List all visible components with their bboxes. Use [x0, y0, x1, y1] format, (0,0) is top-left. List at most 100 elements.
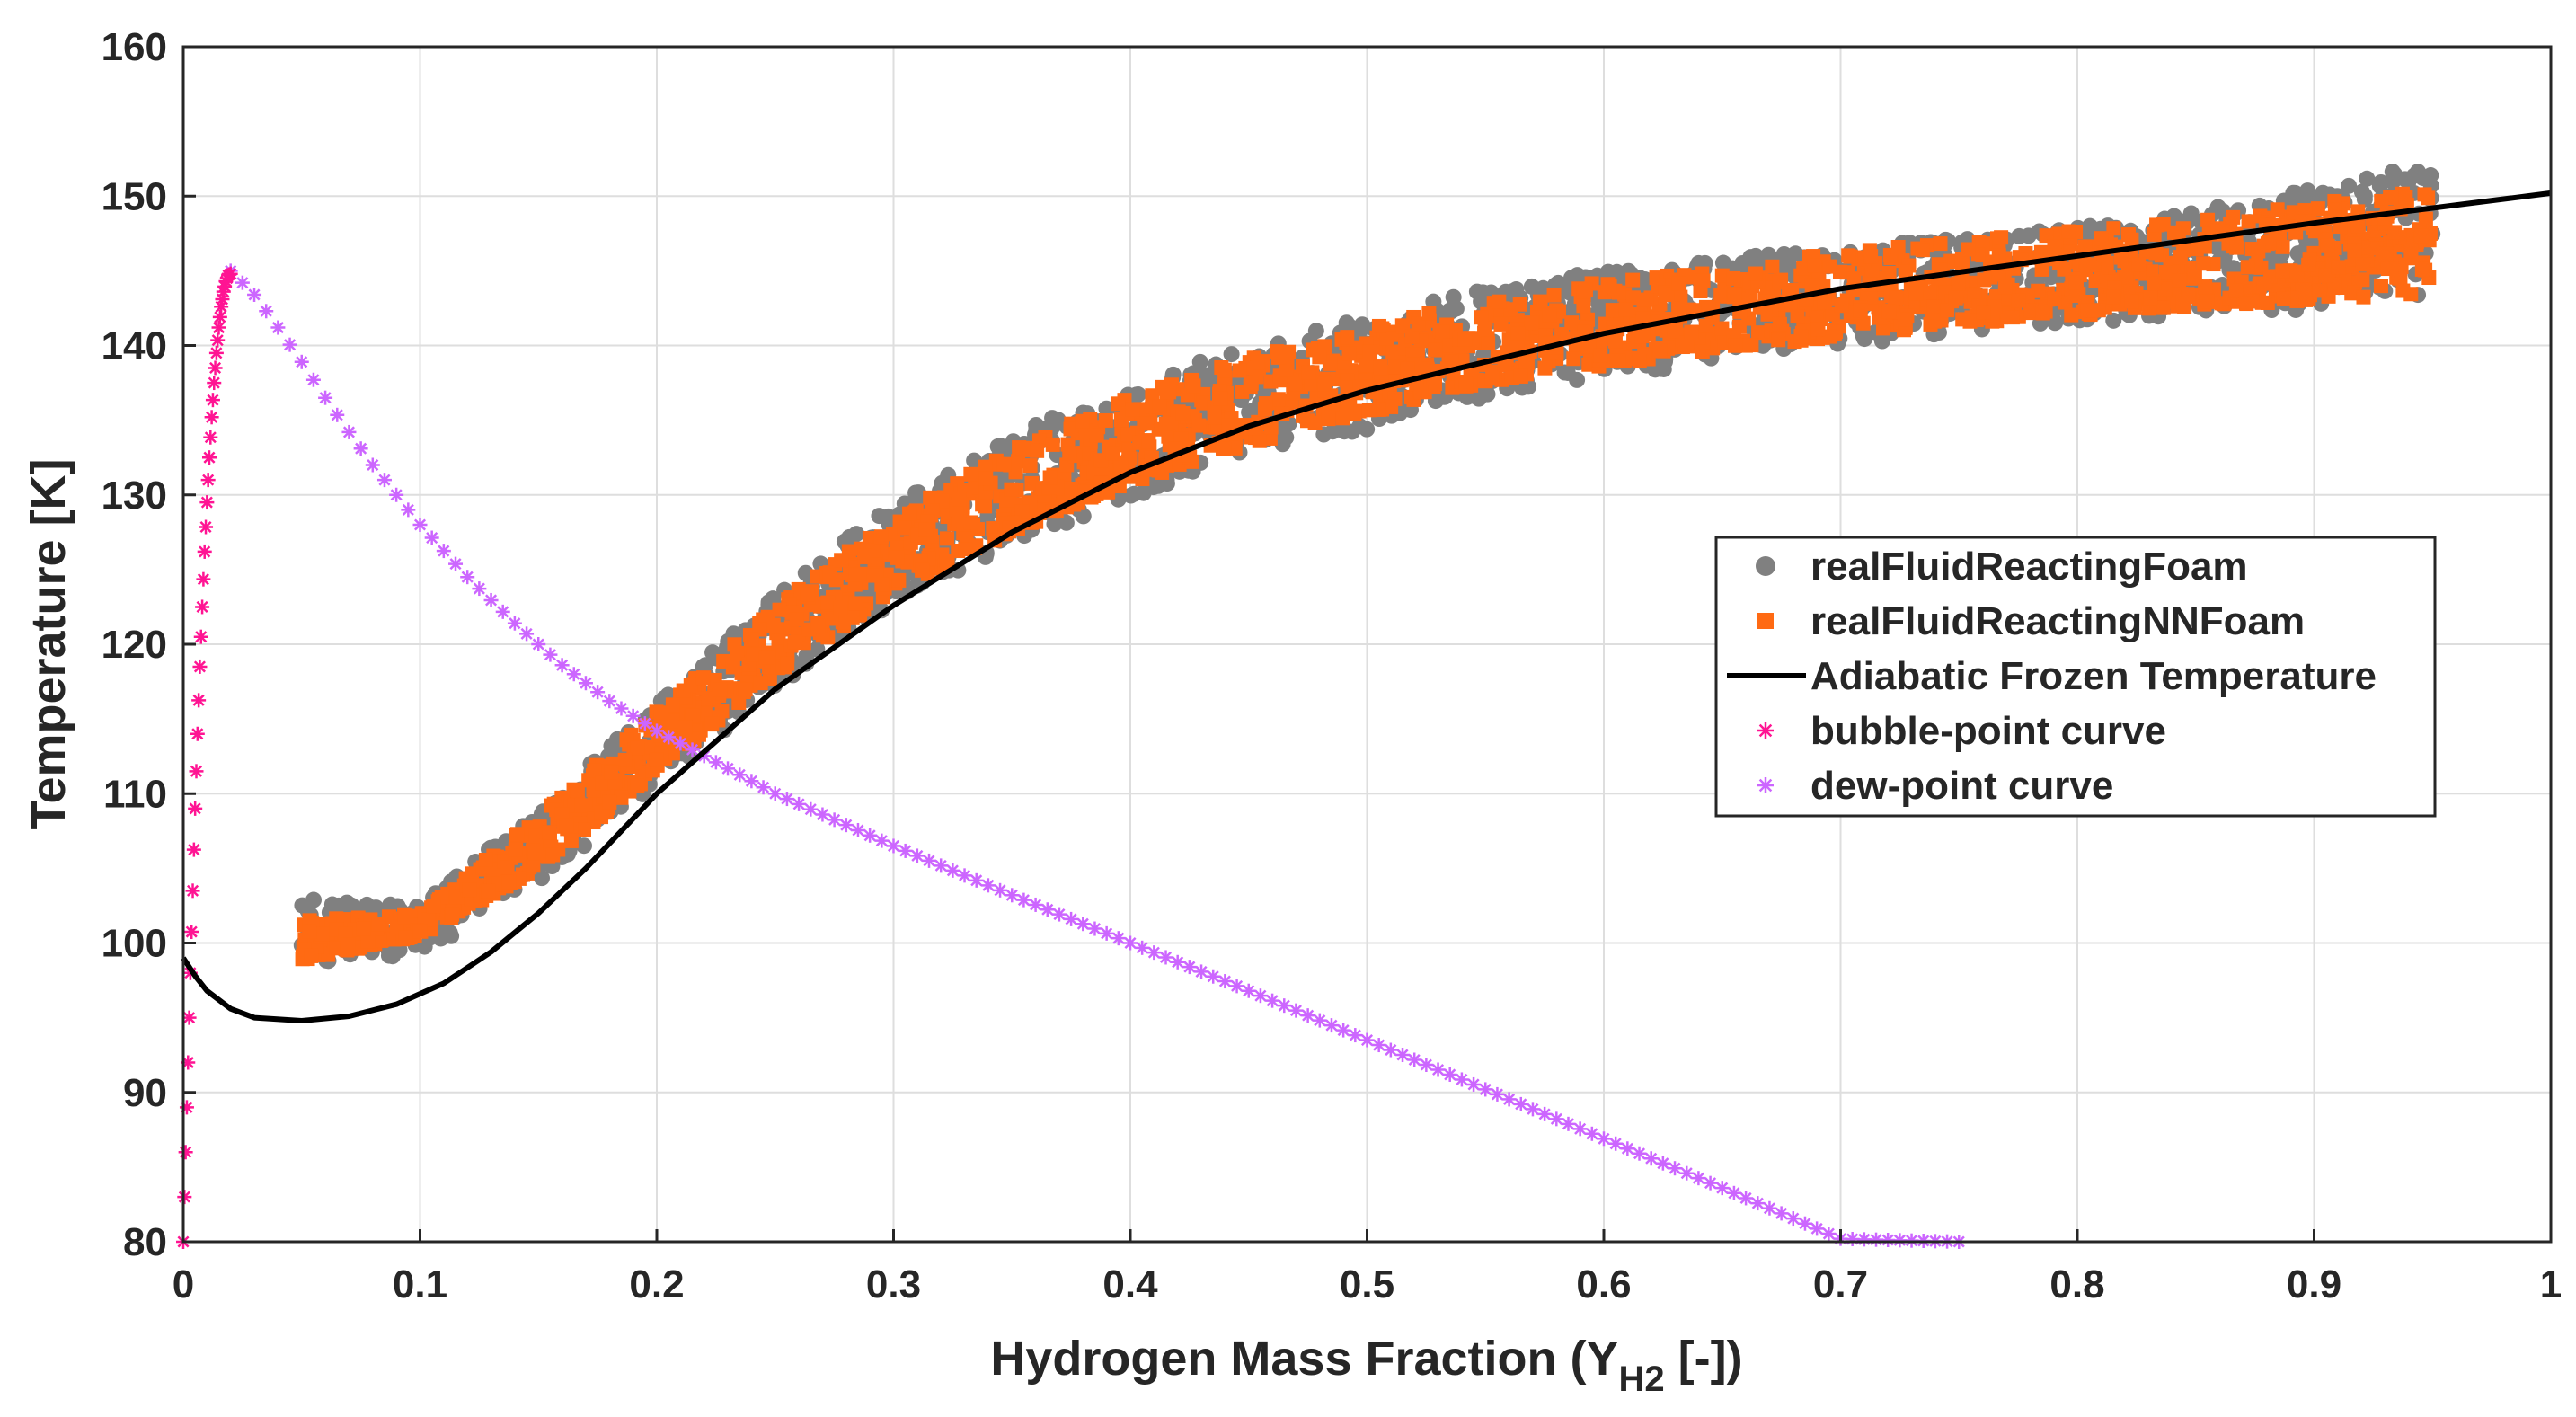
- realFluidReactingNNFoam-point: [1618, 302, 1633, 317]
- realFluidReactingNNFoam-point: [1809, 310, 1824, 325]
- realFluidReactingNNFoam-point: [1625, 272, 1641, 288]
- bubble-point-marker: [205, 393, 220, 408]
- realFluidReactingNNFoam-point: [1221, 418, 1236, 433]
- realFluidReactingNNFoam-point: [1458, 376, 1474, 392]
- realFluidReactingNNFoam-point: [2398, 190, 2413, 205]
- realFluidReactingNNFoam-point: [1922, 285, 1937, 300]
- dew-point-marker: [1371, 1038, 1386, 1053]
- realFluidReactingFoam-point: [797, 564, 814, 581]
- dew-point-marker: [1395, 1048, 1411, 1063]
- realFluidReactingNNFoam-point: [766, 617, 781, 633]
- dew-point-marker: [1632, 1146, 1647, 1161]
- realFluidReactingNNFoam-point: [891, 572, 907, 588]
- dew-point-marker: [614, 701, 629, 716]
- realFluidReactingNNFoam-point: [2347, 243, 2362, 258]
- realFluidReactingNNFoam-point: [1671, 298, 1686, 314]
- dew-point-marker: [330, 407, 345, 422]
- realFluidReactingNNFoam-point: [1726, 270, 1741, 286]
- realFluidReactingNNFoam-point: [940, 531, 955, 546]
- realFluidReactingNNFoam-point: [1991, 248, 2006, 263]
- dew-point-marker: [934, 858, 949, 873]
- realFluidReactingNNFoam-point: [420, 912, 436, 927]
- dew-point-marker: [1076, 917, 1091, 932]
- dew-point-marker: [1490, 1086, 1505, 1102]
- realFluidReactingNNFoam-point: [1105, 446, 1120, 461]
- realFluidReactingNNFoam-point: [731, 695, 747, 710]
- realFluidReactingNNFoam-point: [1196, 395, 1211, 411]
- realFluidReactingNNFoam-point: [1510, 326, 1526, 341]
- realFluidReactingNNFoam-point: [772, 602, 787, 617]
- bubble-point-marker: [191, 693, 207, 708]
- dew-point-marker: [483, 592, 499, 607]
- dew-point-marker: [1584, 1126, 1599, 1141]
- realFluidReactingNNFoam-point: [1158, 416, 1173, 431]
- realFluidReactingNNFoam-point: [2067, 288, 2082, 304]
- realFluidReactingNNFoam-point: [2256, 276, 2271, 291]
- realFluidReactingNNFoam-point: [1301, 365, 1316, 380]
- dew-point-marker: [1714, 1181, 1730, 1196]
- realFluidReactingNNFoam-point: [1955, 312, 1970, 327]
- realFluidReactingNNFoam-point: [1772, 316, 1787, 332]
- realFluidReactingNNFoam-point: [1263, 420, 1279, 435]
- dew-point-marker: [767, 786, 783, 801]
- realFluidReactingNNFoam-point: [1714, 268, 1730, 283]
- realFluidReactingFoam-point: [989, 438, 1006, 455]
- realFluidReactingNNFoam-point: [570, 783, 585, 798]
- dew-point-marker: [1821, 1227, 1837, 1242]
- realFluidReactingNNFoam-point: [822, 565, 837, 580]
- realFluidReactingNNFoam-point: [848, 596, 863, 611]
- series-realFluidReactingNNFoam: [295, 186, 2438, 967]
- realFluidReactingNNFoam-point: [1024, 475, 1040, 491]
- dew-point-marker: [945, 863, 960, 878]
- realFluidReactingNNFoam-point: [2061, 224, 2076, 239]
- realFluidReactingNNFoam-point: [2187, 269, 2202, 284]
- realFluidReactingNNFoam-point: [683, 678, 698, 693]
- realFluidReactingNNFoam-point: [2414, 261, 2430, 277]
- dew-point-marker: [259, 304, 274, 319]
- x-tick-label: 0.3: [866, 1262, 921, 1306]
- bubble-point-marker: [210, 332, 226, 348]
- dew-point-marker: [1265, 993, 1280, 1008]
- x-tick-label: 0.8: [2049, 1262, 2104, 1306]
- realFluidReactingNNFoam-point: [2196, 256, 2211, 271]
- realFluidReactingNNFoam-point: [1576, 298, 1591, 314]
- realFluidReactingNNFoam-point: [2131, 257, 2147, 272]
- realFluidReactingNNFoam-point: [371, 917, 386, 932]
- realFluidReactingNNFoam-point: [1063, 421, 1078, 437]
- dew-point-marker: [1217, 974, 1233, 989]
- realFluidReactingNNFoam-point: [2238, 296, 2253, 311]
- bubble-point-marker: [199, 495, 215, 510]
- dew-point-marker: [1537, 1106, 1553, 1121]
- dew-point-marker: [1549, 1111, 1564, 1127]
- bubble-point-marker: [223, 266, 238, 281]
- dew-point-marker: [448, 556, 464, 571]
- dew-point-marker: [1572, 1121, 1588, 1137]
- realFluidReactingNNFoam-point: [1834, 297, 1849, 313]
- bubble-point-marker: [186, 842, 201, 857]
- realFluidReactingNNFoam-point: [1639, 292, 1654, 307]
- realFluidReactingFoam-point: [1855, 328, 1872, 345]
- dew-point-marker: [1135, 940, 1150, 955]
- realFluidReactingNNFoam-point: [1379, 331, 1394, 346]
- realFluidReactingNNFoam-point: [939, 554, 954, 569]
- dew-point-marker: [803, 801, 819, 817]
- dew-point-marker: [827, 812, 842, 828]
- dew-point-marker: [1241, 983, 1256, 998]
- realFluidReactingNNFoam-point: [2355, 257, 2370, 272]
- dew-point-marker: [685, 742, 700, 757]
- realFluidReactingNNFoam-point: [653, 705, 668, 721]
- dew-point-marker: [519, 626, 535, 642]
- realFluidReactingNNFoam-point: [2355, 272, 2370, 288]
- realFluidReactingNNFoam-point: [2318, 268, 2333, 283]
- realFluidReactingNNFoam-point: [1373, 360, 1388, 376]
- realFluidReactingNNFoam-point: [2113, 250, 2129, 265]
- realFluidReactingNNFoam-point: [753, 676, 768, 691]
- dew-point-marker: [1323, 1018, 1339, 1033]
- realFluidReactingNNFoam-point: [2251, 244, 2266, 259]
- realFluidReactingNNFoam-point: [1045, 437, 1060, 452]
- realFluidReactingNNFoam-point: [1008, 465, 1023, 480]
- dew-point-marker: [898, 843, 913, 858]
- realFluidReactingNNFoam-point: [630, 778, 645, 793]
- realFluidReactingNNFoam-point: [978, 499, 993, 514]
- dew-point-marker: [1750, 1196, 1766, 1211]
